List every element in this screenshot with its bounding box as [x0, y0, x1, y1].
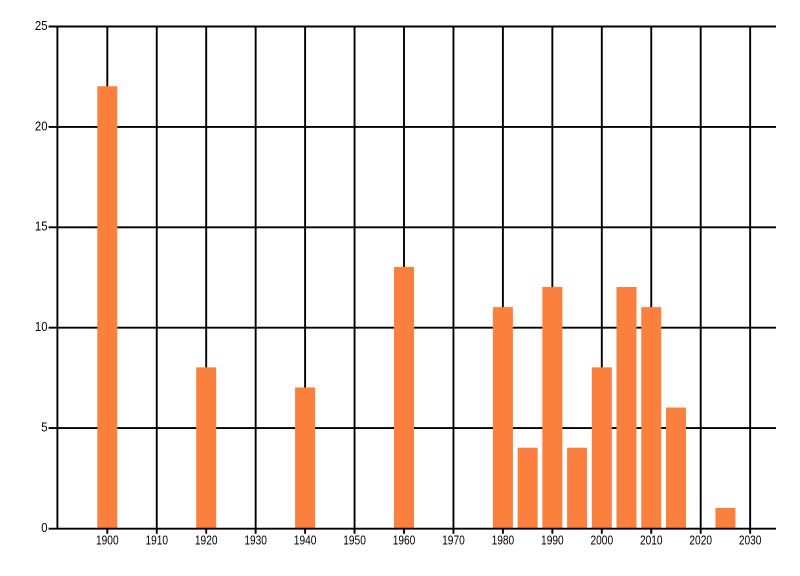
svg-text:15: 15	[35, 219, 48, 234]
svg-text:1930: 1930	[244, 533, 267, 548]
svg-text:1900: 1900	[96, 533, 119, 548]
svg-text:2000: 2000	[591, 533, 614, 548]
svg-text:0: 0	[41, 520, 47, 535]
svg-text:2010: 2010	[640, 533, 663, 548]
svg-text:1940: 1940	[294, 533, 317, 548]
svg-text:1910: 1910	[145, 533, 168, 548]
svg-text:2020: 2020	[689, 533, 712, 548]
svg-text:1990: 1990	[541, 533, 564, 548]
svg-text:1970: 1970	[442, 533, 465, 548]
svg-text:20: 20	[35, 118, 48, 133]
svg-text:1920: 1920	[195, 533, 218, 548]
svg-text:10: 10	[35, 319, 48, 334]
svg-text:1960: 1960	[393, 533, 416, 548]
svg-text:2030: 2030	[739, 533, 762, 548]
svg-text:5: 5	[41, 420, 47, 435]
svg-text:1980: 1980	[492, 533, 515, 548]
svg-text:1950: 1950	[343, 533, 366, 548]
svg-text:25: 25	[35, 18, 48, 33]
